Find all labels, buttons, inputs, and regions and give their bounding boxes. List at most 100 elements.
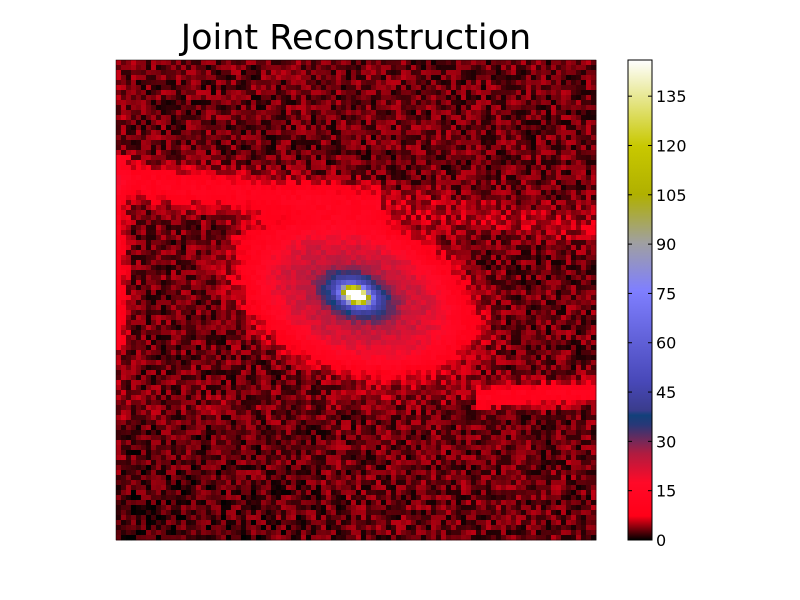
heatmap-cell	[411, 220, 417, 226]
heatmap-cell	[581, 295, 587, 301]
heatmap-cell	[236, 115, 242, 121]
heatmap-cell	[426, 240, 432, 246]
heatmap-cell	[356, 245, 362, 251]
heatmap-cell	[441, 310, 447, 316]
heatmap-cell	[261, 310, 267, 316]
heatmap-cell	[131, 275, 137, 281]
heatmap-cell	[291, 125, 297, 131]
heatmap-cell	[416, 205, 422, 211]
heatmap-cell	[376, 240, 382, 246]
heatmap-cell	[336, 105, 342, 111]
heatmap-cell	[466, 210, 472, 216]
heatmap-cell	[446, 210, 452, 216]
heatmap-cell	[441, 155, 447, 161]
heatmap-cell	[131, 290, 137, 296]
heatmap-cell	[401, 90, 407, 96]
heatmap-cell	[416, 160, 422, 166]
heatmap-cell	[311, 95, 317, 101]
heatmap-cell	[421, 160, 427, 166]
heatmap-cell	[521, 150, 527, 156]
heatmap-cell	[361, 75, 367, 81]
heatmap-cell	[396, 145, 402, 151]
heatmap-cell	[411, 205, 417, 211]
heatmap-cell	[186, 265, 192, 271]
heatmap-cell	[381, 140, 387, 146]
heatmap-cell	[206, 130, 212, 136]
heatmap-cell	[156, 205, 162, 211]
heatmap-cell	[471, 185, 477, 191]
heatmap-cell	[576, 125, 582, 131]
heatmap-cell	[481, 315, 487, 321]
heatmap-cell	[186, 90, 192, 96]
heatmap-cell	[411, 100, 417, 106]
heatmap-cell	[251, 300, 257, 306]
heatmap-cell	[186, 175, 192, 181]
heatmap-cell	[501, 245, 507, 251]
heatmap-cell	[121, 120, 127, 126]
heatmap-cell	[396, 110, 402, 116]
heatmap-cell	[126, 240, 132, 246]
heatmap-cell	[361, 260, 367, 266]
heatmap-cell	[156, 180, 162, 186]
heatmap-cell	[236, 305, 242, 311]
heatmap-cell	[446, 110, 452, 116]
heatmap-cell	[146, 80, 152, 86]
heatmap-cell	[431, 270, 437, 276]
heatmap-cell	[216, 130, 222, 136]
heatmap-cell	[336, 115, 342, 121]
heatmap-cell	[341, 265, 347, 271]
heatmap-cell	[206, 175, 212, 181]
heatmap-cell	[281, 175, 287, 181]
heatmap-cell	[416, 155, 422, 161]
heatmap-cell	[281, 85, 287, 91]
heatmap-cell	[476, 230, 482, 236]
heatmap-cell	[241, 95, 247, 101]
heatmap-cell	[191, 270, 197, 276]
heatmap-cell	[581, 195, 587, 201]
heatmap-cell	[571, 195, 577, 201]
heatmap-cell	[511, 180, 517, 186]
heatmap-cell	[131, 90, 137, 96]
heatmap-cell	[511, 220, 517, 226]
heatmap-cell	[176, 75, 182, 81]
heatmap-cell	[171, 115, 177, 121]
heatmap-cell	[401, 75, 407, 81]
heatmap-cell	[121, 150, 127, 156]
heatmap-cell	[571, 240, 577, 246]
heatmap-cell	[271, 310, 277, 316]
heatmap-cell	[256, 235, 262, 241]
heatmap-cell	[376, 125, 382, 131]
heatmap-cell	[146, 70, 152, 76]
heatmap-cell	[216, 100, 222, 106]
heatmap-cell	[401, 295, 407, 301]
heatmap-cell	[421, 75, 427, 81]
heatmap-cell	[116, 175, 122, 181]
heatmap-cell	[561, 110, 567, 116]
heatmap-cell	[431, 245, 437, 251]
heatmap-cell	[366, 275, 372, 281]
heatmap-cell	[166, 315, 172, 321]
heatmap-cell	[461, 105, 467, 111]
heatmap-cell	[156, 290, 162, 296]
heatmap-cell	[311, 270, 317, 276]
heatmap-cell	[496, 185, 502, 191]
heatmap-cell	[206, 235, 212, 241]
heatmap-cell	[311, 210, 317, 216]
heatmap-cell	[411, 125, 417, 131]
heatmap-cell	[141, 290, 147, 296]
heatmap-cell	[201, 225, 207, 231]
heatmap-cell	[221, 255, 227, 261]
heatmap-cell	[191, 180, 197, 186]
heatmap-cell	[141, 85, 147, 91]
heatmap-cell	[236, 185, 242, 191]
heatmap-cell	[411, 140, 417, 146]
heatmap-cell	[231, 120, 237, 126]
heatmap-cell	[426, 210, 432, 216]
heatmap-cell	[466, 285, 472, 291]
heatmap-cell	[481, 290, 487, 296]
heatmap-cell	[356, 250, 362, 256]
heatmap-cell	[201, 60, 207, 66]
heatmap-cell	[136, 150, 142, 156]
heatmap-cell	[346, 225, 352, 231]
heatmap-cell	[341, 95, 347, 101]
